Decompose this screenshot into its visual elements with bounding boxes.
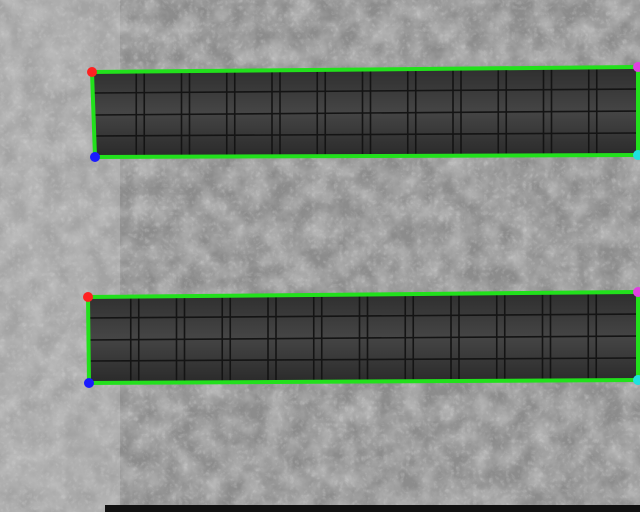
lower-top-right-marker xyxy=(633,287,640,297)
upper-top-right-marker xyxy=(633,62,640,72)
upper-bottom-left-marker xyxy=(90,152,100,162)
upper-panel-grid xyxy=(92,88,639,137)
lower-panel-grid xyxy=(87,313,639,362)
lower-top-left-marker xyxy=(83,292,93,302)
lower-bottom-right-marker xyxy=(633,375,640,385)
upper-bottom-right-marker xyxy=(633,150,640,160)
lower-bottom-left-marker xyxy=(84,378,94,388)
upper-top-left-marker xyxy=(87,67,97,77)
